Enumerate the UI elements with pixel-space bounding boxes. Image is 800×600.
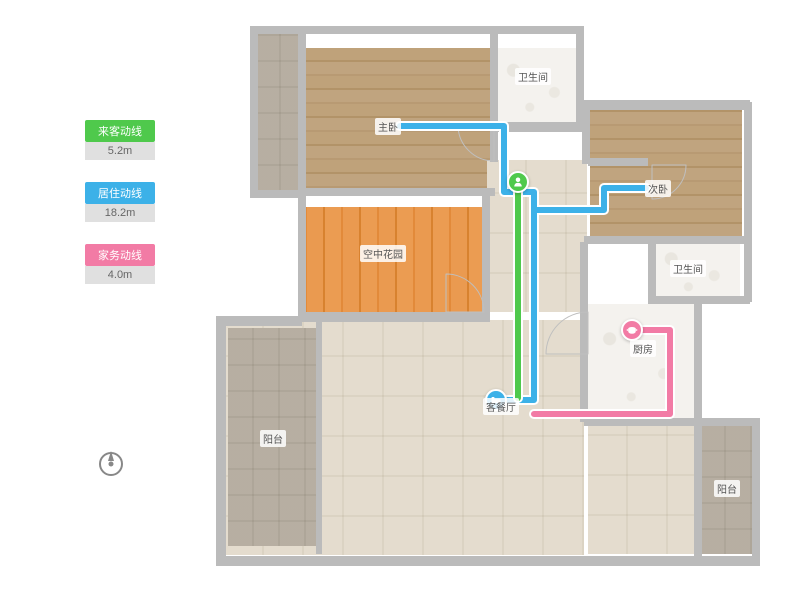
badge-guest bbox=[507, 171, 529, 193]
wall bbox=[298, 30, 306, 192]
wall bbox=[298, 312, 490, 322]
legend-value: 5.2m bbox=[85, 142, 155, 160]
wall bbox=[744, 102, 752, 302]
wall bbox=[584, 418, 760, 426]
wall bbox=[588, 158, 648, 166]
legend: 来客动线 5.2m 居住动线 18.2m 家务动线 4.0m bbox=[85, 120, 155, 306]
wall bbox=[694, 422, 702, 558]
wall bbox=[752, 420, 760, 562]
room-kitchen bbox=[588, 304, 696, 420]
room-balcony_upper bbox=[255, 30, 301, 190]
wall bbox=[496, 122, 584, 132]
legend-label: 居住动线 bbox=[85, 182, 155, 204]
compass-icon bbox=[95, 448, 127, 480]
wall bbox=[584, 236, 750, 244]
wall bbox=[250, 190, 306, 198]
wall bbox=[582, 104, 590, 164]
room-label-master_bedroom: 主卧 bbox=[375, 118, 401, 135]
room-second_bedroom bbox=[590, 106, 742, 238]
room-corridor bbox=[487, 160, 587, 312]
room-label-living: 客餐厅 bbox=[483, 398, 519, 415]
legend-value: 18.2m bbox=[85, 204, 155, 222]
wall bbox=[250, 26, 258, 198]
legend-item-guest: 来客动线 5.2m bbox=[85, 120, 155, 160]
badge-chores bbox=[621, 319, 643, 341]
wall bbox=[216, 318, 226, 564]
legend-label: 家务动线 bbox=[85, 244, 155, 266]
room-label-balcony_right: 阳台 bbox=[714, 480, 740, 497]
room-lower_right bbox=[588, 424, 696, 554]
wall bbox=[216, 316, 302, 326]
wall bbox=[648, 240, 656, 300]
room-label-second_bedroom: 次卧 bbox=[645, 180, 671, 197]
wall bbox=[582, 100, 750, 110]
legend-value: 4.0m bbox=[85, 266, 155, 284]
floorplan: 主卧卫生间次卧空中花园卫生间厨房客餐厅阳台阳台 bbox=[200, 20, 760, 580]
room-label-bathroom1: 卫生间 bbox=[515, 68, 551, 85]
wall bbox=[299, 188, 495, 196]
room-label-balcony_left: 阳台 bbox=[260, 430, 286, 447]
wall bbox=[482, 194, 490, 316]
wall bbox=[694, 302, 702, 424]
wall bbox=[316, 322, 322, 554]
wall bbox=[490, 32, 498, 162]
wall bbox=[580, 242, 588, 422]
legend-item-resident: 居住动线 18.2m bbox=[85, 182, 155, 222]
room-label-kitchen: 厨房 bbox=[630, 340, 656, 357]
legend-label: 来客动线 bbox=[85, 120, 155, 142]
wall bbox=[298, 198, 306, 318]
room-label-bathroom2: 卫生间 bbox=[670, 260, 706, 277]
room-label-sky_garden: 空中花园 bbox=[360, 245, 406, 262]
room-bathroom1 bbox=[497, 48, 579, 122]
legend-item-chores: 家务动线 4.0m bbox=[85, 244, 155, 284]
wall bbox=[216, 556, 760, 566]
